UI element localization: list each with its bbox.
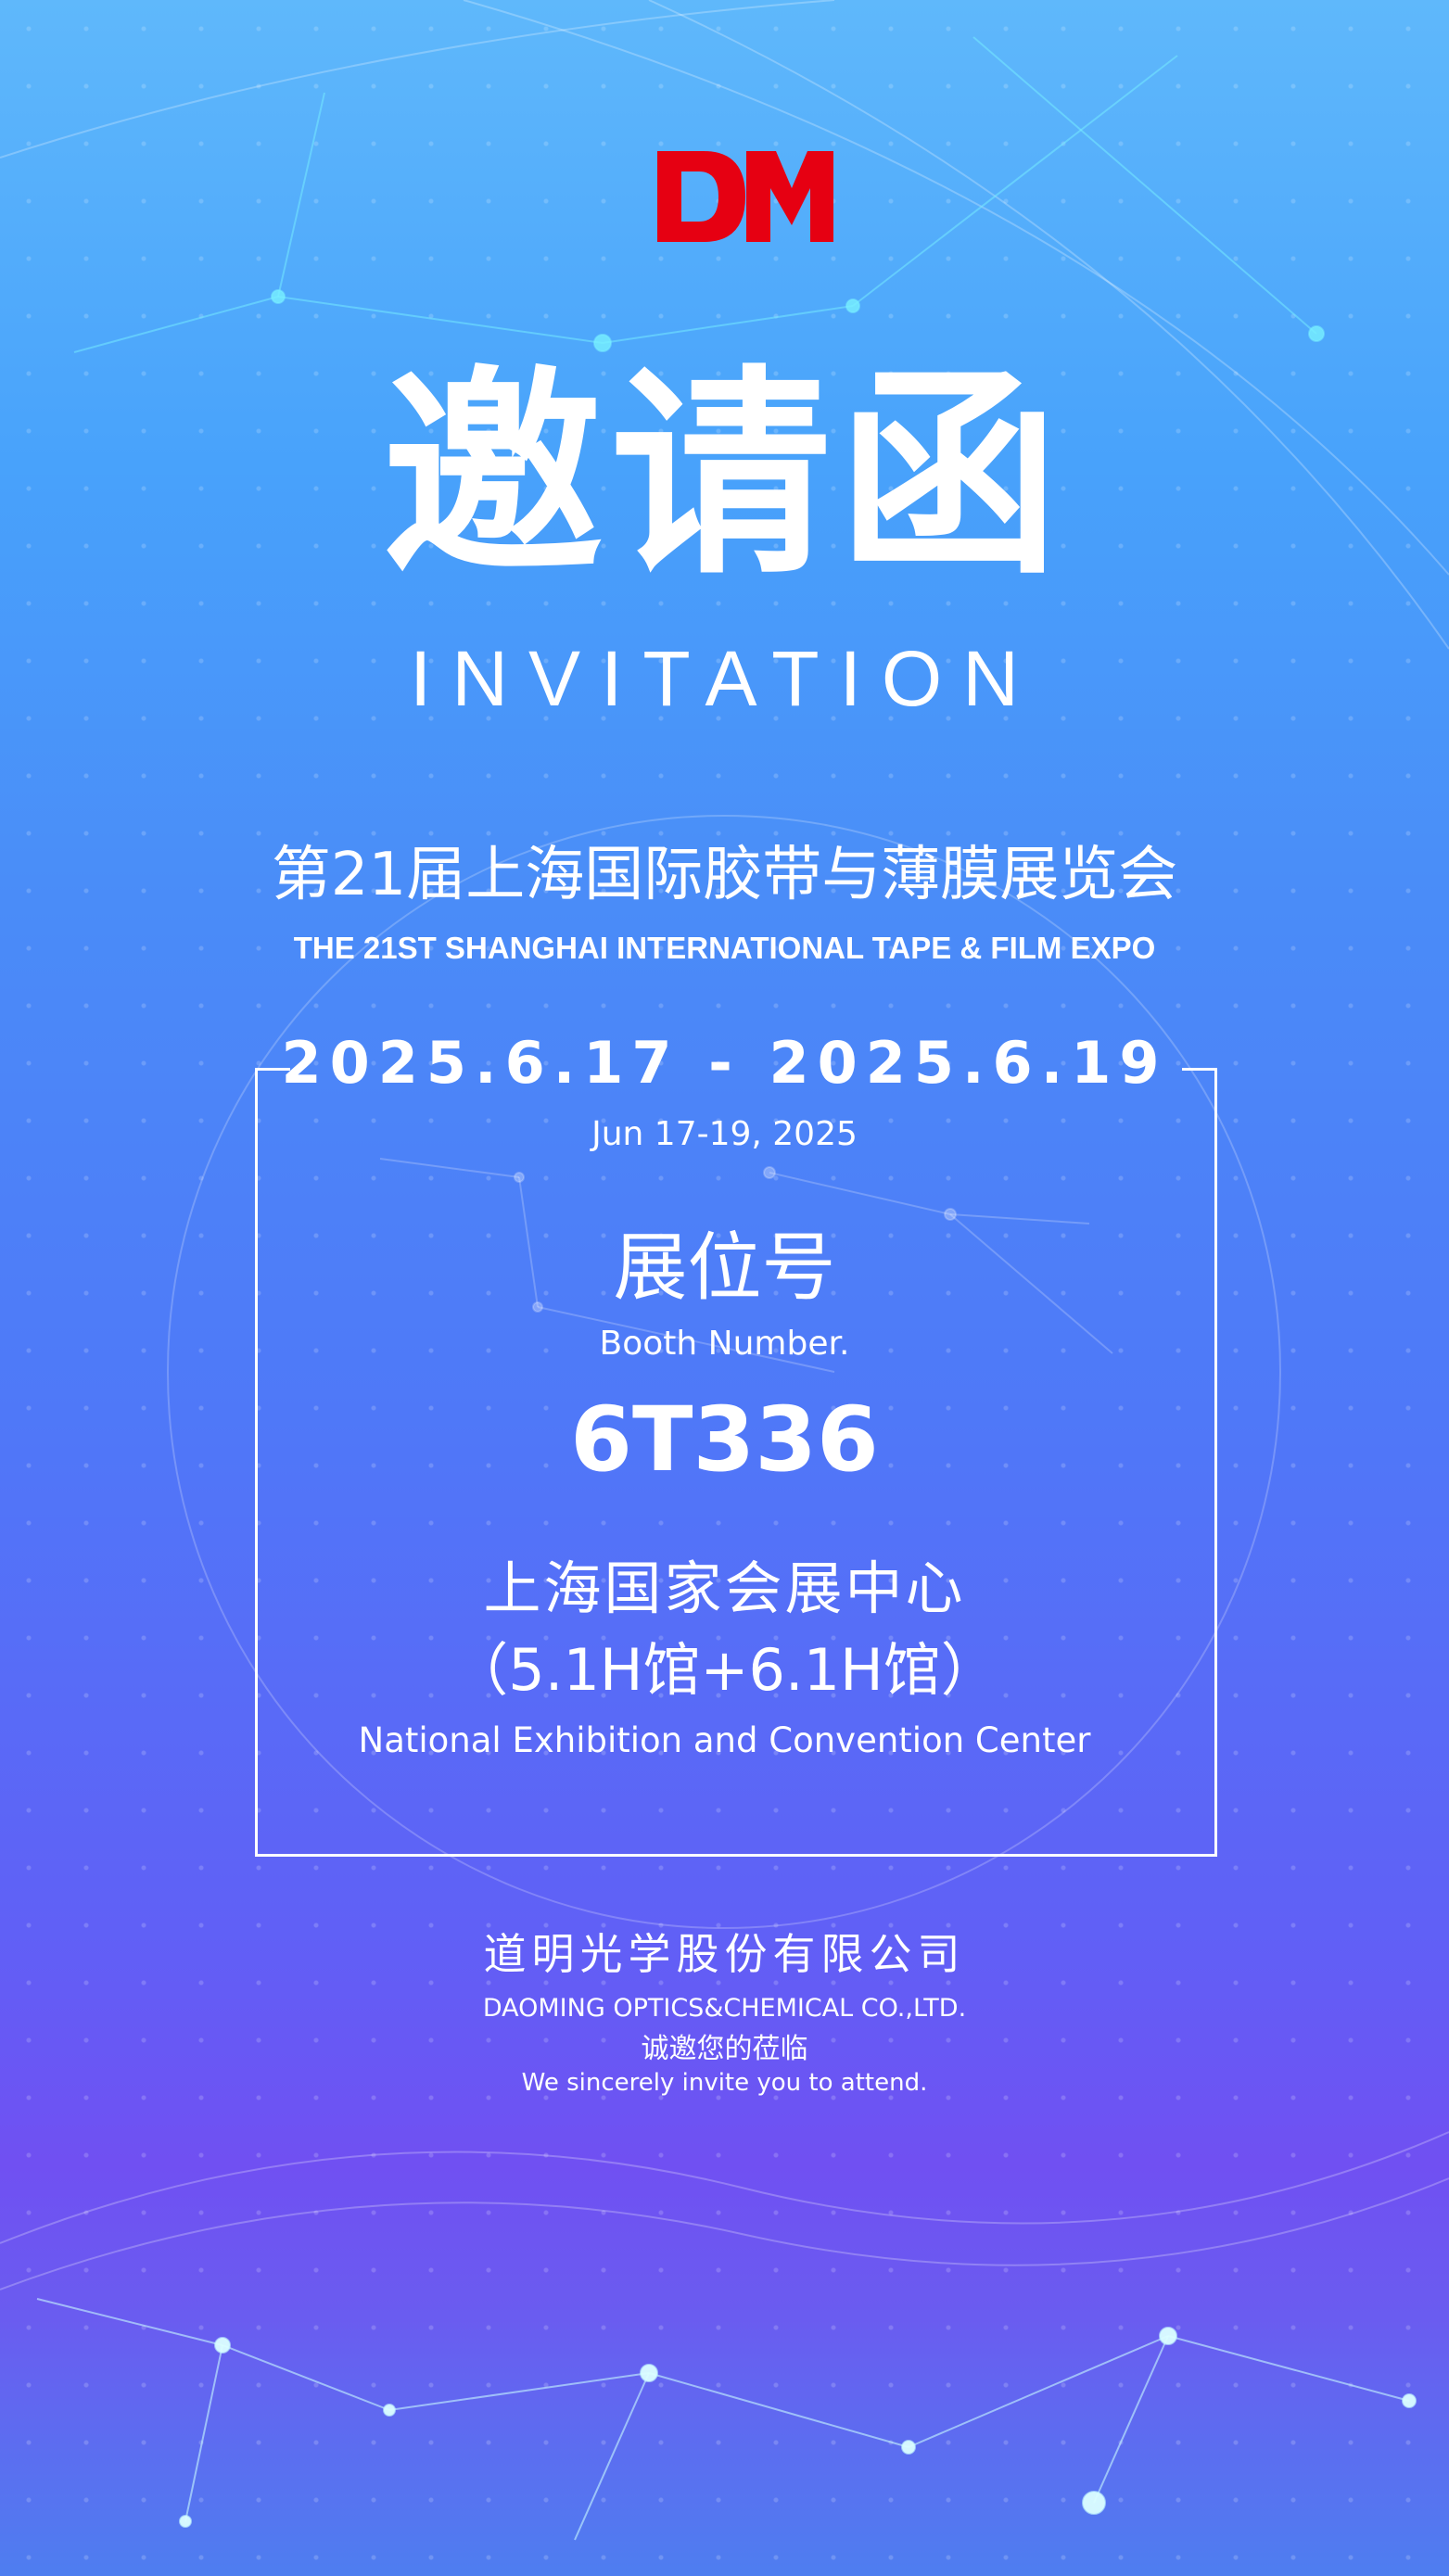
venue-halls: （5.1H馆+6.1H馆）	[451, 1636, 998, 1704]
event-date: 2025.6.17 - 2025.6.19	[281, 1029, 1168, 1097]
company-name-english: DAOMING OPTICS&CHEMICAL CO.,LTD.	[482, 1994, 967, 2023]
dm-logo	[657, 151, 833, 242]
expo-name-english: THE 21ST SHANGHAI INTERNATIONAL TAPE & F…	[293, 931, 1156, 965]
company-name-chinese: 道明光学股份有限公司	[483, 1929, 966, 1979]
booth-label-english: Booth Number.	[599, 1325, 850, 1363]
title-chinese: 邀请函	[382, 348, 1067, 604]
wave-line	[463, 0, 1449, 576]
info-frame	[255, 1068, 1217, 1857]
invite-message-english: We sincerely invite you to attend.	[521, 2069, 928, 2097]
expo-name-chinese: 第21届上海国际胶带与薄膜展览会	[271, 841, 1178, 909]
booth-number: 6T336	[570, 1388, 879, 1491]
wave-line	[0, 2177, 1449, 2290]
frame-corner-left	[255, 1068, 290, 1071]
title-english: INVITATION	[410, 635, 1039, 722]
wave-line	[0, 0, 835, 159]
event-date-english: Jun 17-19, 2025	[591, 1115, 858, 1153]
wave-line	[0, 2131, 1449, 2244]
venue-english: National Exhibition and Convention Cente…	[358, 1720, 1091, 1760]
frame-corner-right	[1182, 1068, 1217, 1071]
booth-label-chinese: 展位号	[613, 1225, 836, 1311]
invite-message-chinese: 诚邀您的莅临	[641, 2033, 808, 2065]
wave-line	[648, 0, 1449, 650]
venue-chinese: 上海国家会展中心	[483, 1554, 966, 1622]
